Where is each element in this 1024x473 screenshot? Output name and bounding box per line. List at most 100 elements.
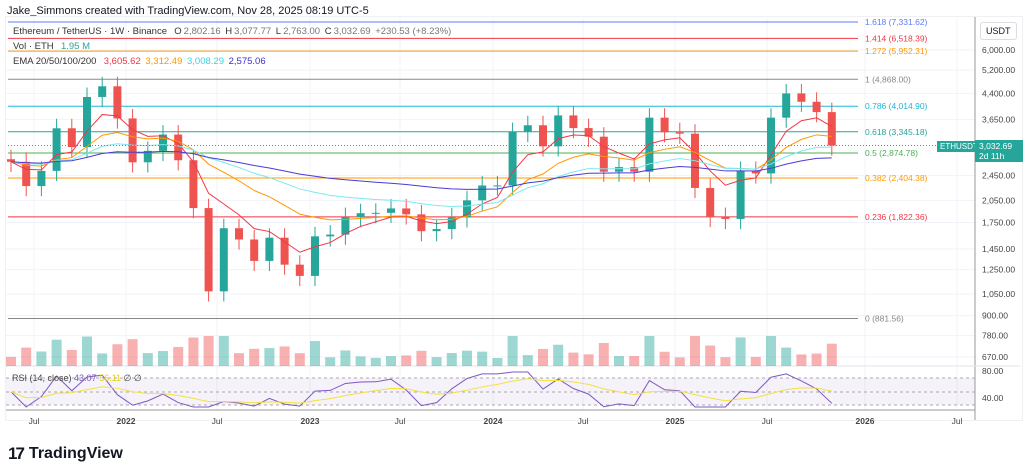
- ema50-value: 3,312.49: [145, 56, 183, 67]
- candle-body: [493, 185, 502, 187]
- volume-bar: [127, 339, 138, 366]
- rsi-tick-label: 40.00: [982, 393, 1004, 403]
- ema-100-line: [10, 143, 832, 208]
- candle-body: [569, 115, 578, 129]
- candle-body: [219, 228, 228, 292]
- ema-label[interactable]: EMA 20/50/100/200: [13, 56, 97, 67]
- y-tick-label: 1,050.00: [982, 289, 1015, 299]
- volume-bar: [644, 336, 655, 366]
- ticker-label: ETHUSDT: [937, 141, 981, 152]
- x-tick-label: 2026: [856, 416, 875, 426]
- x-tick-label: Jul: [952, 416, 963, 426]
- candle-body: [174, 134, 183, 161]
- candle-body: [432, 229, 441, 232]
- rsi-ma-line: [10, 378, 832, 404]
- candle-body: [706, 187, 715, 218]
- volume-bar: [51, 339, 62, 366]
- candle-body: [736, 170, 745, 219]
- volume-bar: [97, 353, 108, 366]
- candle-body: [356, 213, 365, 218]
- tradingview-logo[interactable]: 17 TradingView: [8, 444, 123, 464]
- candle-body: [463, 200, 471, 218]
- ema20-value: 3,605.62: [103, 56, 141, 67]
- volume-bar: [416, 350, 427, 366]
- candle-body: [478, 185, 487, 201]
- volume-bar: [158, 351, 168, 366]
- y-tick-label: 1,750.00: [982, 218, 1015, 228]
- candle-body: [599, 136, 608, 172]
- rsi-ma-value: 56.11: [99, 373, 121, 383]
- y-tick-label: 6,000.00: [982, 45, 1015, 55]
- volume-bar: [401, 355, 412, 366]
- volume-bar: [386, 356, 396, 366]
- candle-body: [341, 217, 350, 235]
- tradingview-logo-icon: 17: [8, 444, 25, 463]
- currency-button[interactable]: USDT: [980, 22, 1017, 40]
- candle-body: [311, 236, 319, 276]
- volume-bar: [583, 354, 594, 366]
- brand-name: TradingView: [28, 445, 123, 462]
- volume-bar: [811, 353, 822, 366]
- fib-level-label: 0 (881.56): [865, 313, 904, 323]
- ema-50-line: [10, 132, 832, 221]
- candle-body: [660, 117, 669, 133]
- ema-200-line: [10, 150, 832, 190]
- candle-body: [159, 134, 167, 151]
- candle-body: [797, 93, 806, 102]
- fib-level-label: 1.414 (6,518.39): [865, 33, 928, 43]
- rsi-line: [10, 371, 833, 408]
- candle-body: [83, 96, 91, 148]
- volume-bar: [82, 336, 92, 366]
- high-value: 3,077.77: [234, 26, 272, 37]
- candle-body: [402, 208, 411, 215]
- volume-bar: [598, 342, 609, 366]
- rsi-label[interactable]: RSI (14, close): [12, 373, 72, 383]
- candle-body: [326, 234, 335, 237]
- volume-bar: [705, 345, 716, 366]
- ema-row: EMA 20/50/100/200 3,605.62 3,312.49 3,00…: [13, 54, 453, 69]
- rsi-extra-1: ∅: [123, 373, 132, 383]
- volume-bar: [310, 341, 320, 366]
- ema200-value: 2,575.06: [228, 56, 266, 67]
- candle-body: [295, 264, 304, 276]
- ema100-value: 3,008.29: [187, 56, 224, 67]
- candle-body: [615, 167, 623, 172]
- y-tick-label: 2,450.00: [982, 170, 1015, 180]
- candle-body: [584, 128, 593, 137]
- rsi-legend: RSI (14, close) 43.07 56.11 ∅ ∅: [12, 373, 142, 384]
- chart-frame: [5, 16, 1023, 421]
- candle-body: [523, 125, 532, 133]
- x-tick-label: 2024: [484, 416, 503, 426]
- volume-bar: [66, 349, 77, 366]
- volume-bar: [340, 350, 351, 366]
- candle-body: [143, 150, 152, 163]
- volume-bar: [553, 344, 564, 366]
- symbol-name[interactable]: Ethereum / TetherUS · 1W · Binance: [13, 26, 167, 37]
- rsi-band: [6, 378, 975, 405]
- volume-label[interactable]: Vol · ETH: [13, 41, 54, 52]
- volume-bar: [614, 356, 624, 366]
- volume-bar: [750, 356, 761, 366]
- x-tick-label: Jul: [29, 416, 40, 426]
- volume-bar: [538, 348, 548, 366]
- y-tick-label: 780.00: [982, 331, 1008, 341]
- fib-level-label: 0.786 (4,014.90): [865, 101, 928, 111]
- volume-bar: [173, 346, 184, 366]
- volume-bar: [36, 351, 47, 366]
- candle-body: [645, 117, 654, 172]
- y-tick-label: 2,050.00: [982, 195, 1015, 205]
- y-tick-label: 900.00: [982, 311, 1008, 321]
- volume-bar: [6, 356, 16, 366]
- candle-body: [554, 115, 563, 147]
- volume-value: 1.95 M: [60, 41, 90, 52]
- volume-bar: [203, 336, 214, 366]
- candle-body: [827, 112, 836, 146]
- last-price-box: 3,032.69 2d 11h: [975, 140, 1023, 162]
- fib-level-label: 0.5 (2,874.78): [865, 148, 918, 158]
- high-label: H: [225, 26, 233, 37]
- candle-body: [113, 86, 122, 119]
- volume-bar: [355, 356, 366, 366]
- candle-body: [52, 128, 61, 171]
- candle-body: [508, 132, 517, 186]
